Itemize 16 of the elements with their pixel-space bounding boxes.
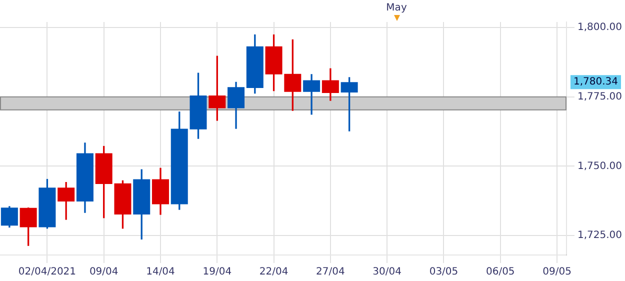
x-tick-label: 02/04/2021 xyxy=(18,266,76,278)
x-tick-label: 09/04 xyxy=(89,266,118,278)
x-tick-label: 30/04 xyxy=(372,266,402,278)
x-tick-label: 06/05 xyxy=(486,266,515,278)
y-tick-label: 1,800.00 xyxy=(577,22,622,34)
y-tick-label: 1,775.00 xyxy=(577,91,622,102)
x-tick-label: 14/04 xyxy=(146,266,175,278)
text: 1,780.34 xyxy=(573,76,618,88)
x-tick-label: 27/04 xyxy=(316,266,345,278)
x-tick-label: 03/05 xyxy=(429,266,458,278)
x-tick-label: 19/04 xyxy=(202,266,232,278)
x-tick-label: 09/05 xyxy=(542,266,572,278)
x-tick-label: 22/04 xyxy=(259,266,288,278)
y-tick-label: 1,750.00 xyxy=(577,160,622,172)
y-tick-label: 1,725.00 xyxy=(577,230,622,242)
text: May xyxy=(386,2,407,14)
